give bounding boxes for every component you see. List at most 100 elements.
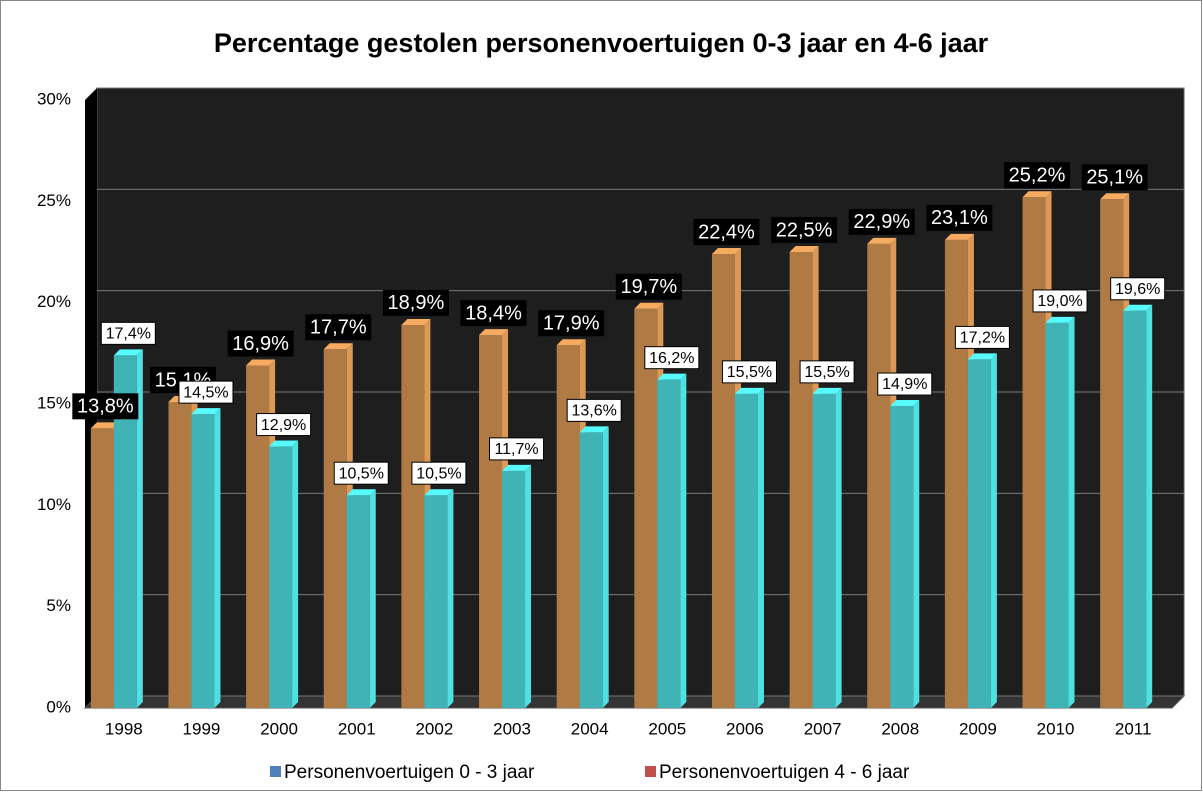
value-label-box (926, 204, 993, 231)
y-tick-label: 15% (37, 393, 71, 412)
bar-face (944, 239, 968, 708)
bar (812, 387, 842, 708)
value-label-box (954, 325, 1010, 349)
bar (269, 440, 299, 708)
bar-face (479, 329, 509, 336)
bar-face (447, 489, 454, 708)
bar-face (1045, 322, 1069, 708)
bar (191, 408, 221, 708)
value-label-box (848, 208, 915, 235)
value-label: 17,9% (543, 313, 600, 335)
bar-face (890, 400, 920, 407)
bar-face (734, 393, 758, 708)
bar-face (711, 248, 741, 255)
bar-face (579, 432, 603, 708)
value-label: 13,8% (77, 396, 134, 418)
value-label: 18,4% (465, 302, 522, 324)
bar-face (967, 359, 991, 708)
value-label: 19,7% (620, 276, 677, 298)
x-tick-label: 2004 (571, 719, 609, 738)
bar-face (113, 355, 137, 708)
bar-face (967, 353, 997, 360)
legend-swatch (645, 766, 656, 777)
value-label-box (72, 393, 139, 420)
value-label: 10,5% (416, 465, 461, 482)
value-label-box (382, 289, 449, 316)
bar-face (634, 308, 658, 708)
value-label: 16,9% (232, 333, 289, 355)
value-label-box (256, 413, 312, 437)
value-label-box (538, 310, 605, 337)
x-tick-label: 2007 (804, 719, 842, 738)
value-label: 25,1% (1086, 167, 1143, 189)
value-label-box (566, 398, 622, 422)
value-label: 13,6% (571, 403, 616, 420)
y-tick-label: 20% (37, 292, 71, 311)
legend-label: Personenvoertuigen 0 - 3 jaar (284, 762, 535, 783)
y-tick-label: 0% (46, 697, 71, 716)
y-tick-label: 5% (46, 596, 71, 615)
bar-face (789, 246, 819, 252)
bar-face (269, 446, 293, 708)
value-label-box (489, 437, 545, 461)
value-label: 17,2% (960, 330, 1005, 347)
bar-face (657, 373, 687, 380)
bar-face (1100, 193, 1130, 200)
bar-face (191, 414, 215, 708)
bar (579, 426, 609, 708)
bar-face (867, 243, 891, 709)
value-label-box (227, 330, 294, 357)
bar-face (113, 349, 143, 356)
value-label: 22,9% (853, 211, 910, 233)
bar-face (1068, 316, 1075, 708)
bar-face (214, 408, 221, 708)
bar-face (424, 489, 454, 496)
value-label: 19,6% (1115, 281, 1160, 298)
bar-face (90, 422, 120, 429)
bar-face (168, 401, 192, 708)
value-label: 17,7% (310, 317, 367, 339)
bar-face (913, 400, 920, 708)
value-label-box (693, 219, 760, 246)
value-label: 23,1% (931, 207, 988, 229)
bar-face (424, 495, 448, 708)
y-tick-label: 10% (37, 495, 71, 514)
y-tick-label: 25% (37, 191, 71, 210)
bar-face (246, 365, 270, 708)
x-tick-label: 2001 (338, 719, 376, 738)
bar-face (191, 408, 221, 415)
bar-face (757, 387, 764, 708)
bar-face (1022, 197, 1046, 708)
x-tick-label: 2010 (1037, 719, 1075, 738)
bar-face (401, 318, 431, 325)
x-tick-label: 2006 (726, 719, 764, 738)
bar (1123, 304, 1153, 708)
bar (890, 400, 920, 708)
value-label: 14,5% (183, 384, 228, 401)
value-label-box (615, 273, 682, 300)
value-label-box (771, 217, 838, 243)
bar-face (1022, 191, 1052, 198)
bar-face (944, 233, 974, 240)
value-label-box (877, 372, 933, 396)
value-label-box (1081, 164, 1148, 191)
bar-face (734, 387, 764, 394)
y-tick-label: 30% (37, 89, 71, 108)
bar (113, 349, 143, 708)
x-tick-label: 2008 (881, 719, 919, 738)
value-label-box (460, 300, 527, 327)
value-label-box (1110, 277, 1166, 301)
value-label-box (799, 360, 855, 384)
bar (502, 464, 532, 708)
bar-face (346, 495, 370, 708)
bar-face (890, 406, 914, 708)
value-label: 18,9% (388, 292, 445, 314)
value-label: 15,5% (804, 364, 849, 381)
value-label: 25,2% (1009, 165, 1066, 187)
value-label-box (644, 346, 700, 370)
bar-face (812, 387, 842, 394)
x-tick-label: 2009 (959, 719, 997, 738)
x-tick-label: 2005 (648, 719, 686, 738)
legend-swatch (270, 766, 281, 777)
